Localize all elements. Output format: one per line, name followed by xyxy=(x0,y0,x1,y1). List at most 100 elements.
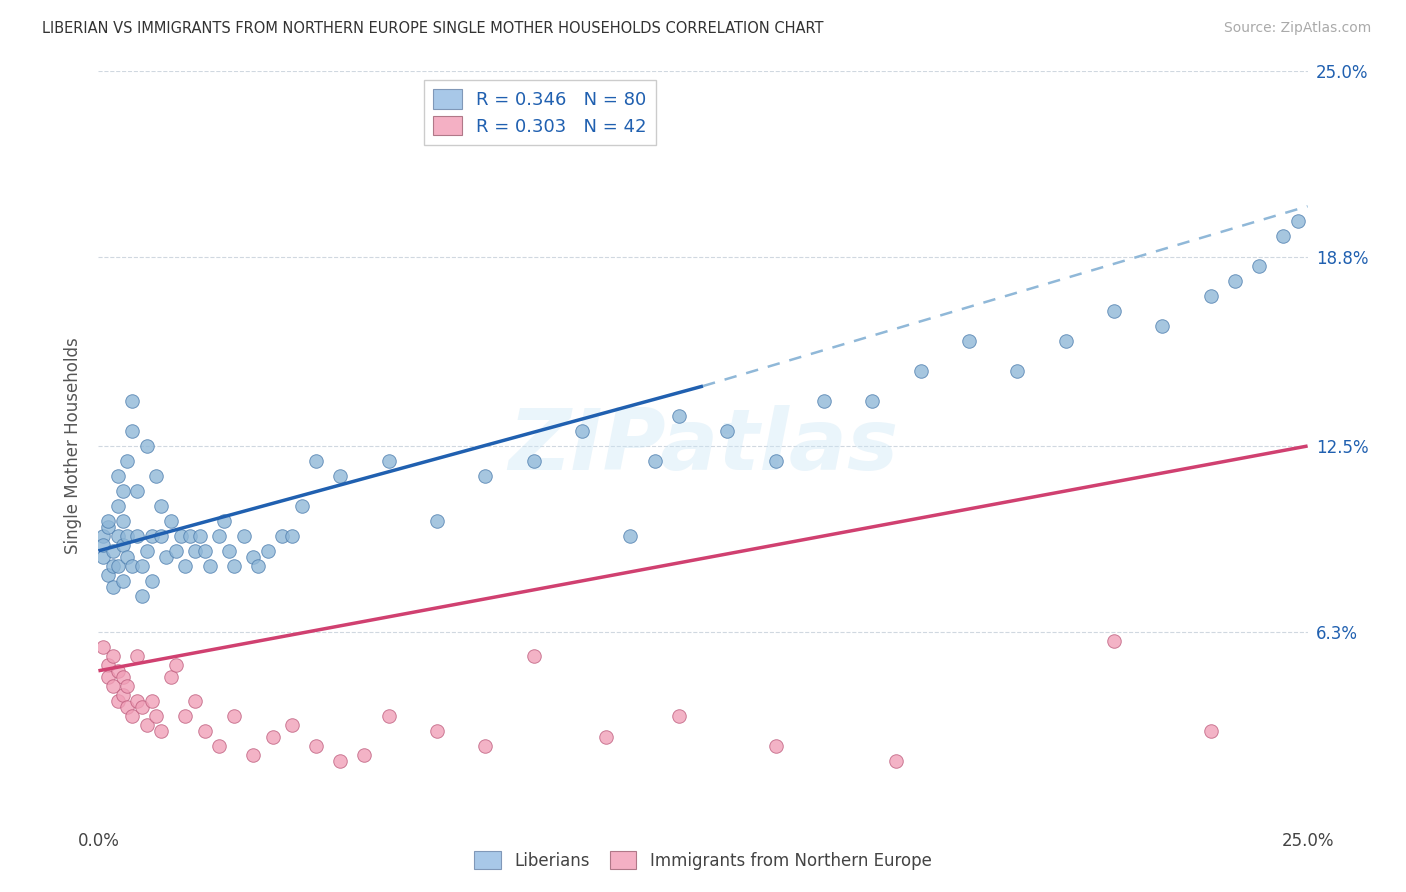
Point xyxy=(212,514,235,528)
Point xyxy=(145,708,167,723)
Point xyxy=(474,469,496,483)
Point xyxy=(426,723,449,738)
Point xyxy=(131,699,153,714)
Point xyxy=(179,529,201,543)
Point xyxy=(353,747,375,762)
Point xyxy=(1102,304,1125,318)
Point xyxy=(101,544,124,558)
Point xyxy=(957,334,980,348)
Legend: R = 0.346   N = 80, R = 0.303   N = 42: R = 0.346 N = 80, R = 0.303 N = 42 xyxy=(423,80,655,145)
Point xyxy=(91,549,114,564)
Point xyxy=(111,688,134,702)
Point xyxy=(571,424,593,438)
Point xyxy=(117,549,139,564)
Point xyxy=(242,747,264,762)
Point xyxy=(329,469,352,483)
Point xyxy=(222,708,245,723)
Point xyxy=(765,454,787,468)
Point xyxy=(107,469,129,483)
Point xyxy=(127,648,149,663)
Text: ZIPatlas: ZIPatlas xyxy=(508,404,898,488)
Point xyxy=(188,529,211,543)
Point xyxy=(644,454,666,468)
Point xyxy=(860,394,883,409)
Point xyxy=(1249,259,1271,273)
Point xyxy=(127,483,149,498)
Point xyxy=(194,544,217,558)
Point xyxy=(97,670,120,684)
Point xyxy=(619,529,641,543)
Point xyxy=(281,529,304,543)
Point xyxy=(97,567,120,582)
Point xyxy=(256,544,278,558)
Point xyxy=(426,514,449,528)
Point xyxy=(523,648,546,663)
Point xyxy=(101,679,124,693)
Point xyxy=(117,529,139,543)
Point xyxy=(141,574,163,588)
Point xyxy=(107,694,129,708)
Point xyxy=(127,694,149,708)
Point xyxy=(155,549,177,564)
Point xyxy=(305,739,328,753)
Point xyxy=(111,514,134,528)
Point xyxy=(150,499,173,513)
Point xyxy=(184,544,207,558)
Point xyxy=(1199,723,1222,738)
Point xyxy=(222,558,245,573)
Point xyxy=(121,558,143,573)
Point xyxy=(1007,364,1029,378)
Point xyxy=(523,454,546,468)
Point xyxy=(101,580,124,594)
Point xyxy=(262,730,284,744)
Point xyxy=(1272,229,1295,244)
Point xyxy=(91,538,114,552)
Point xyxy=(97,520,120,534)
Point xyxy=(1223,274,1246,288)
Point xyxy=(107,664,129,678)
Text: LIBERIAN VS IMMIGRANTS FROM NORTHERN EUROPE SINGLE MOTHER HOUSEHOLDS CORRELATION: LIBERIAN VS IMMIGRANTS FROM NORTHERN EUR… xyxy=(42,21,824,36)
Point xyxy=(121,394,143,409)
Point xyxy=(107,529,129,543)
Point xyxy=(91,640,114,654)
Point xyxy=(97,514,120,528)
Point xyxy=(271,529,294,543)
Point xyxy=(1286,214,1309,228)
Point xyxy=(305,454,328,468)
Point xyxy=(160,670,183,684)
Point xyxy=(1054,334,1077,348)
Point xyxy=(97,657,120,672)
Point xyxy=(131,558,153,573)
Point xyxy=(208,529,231,543)
Point xyxy=(886,754,908,768)
Point xyxy=(101,648,124,663)
Point xyxy=(765,739,787,753)
Point xyxy=(184,694,207,708)
Point xyxy=(198,558,221,573)
Point xyxy=(127,529,149,543)
Legend: Liberians, Immigrants from Northern Europe: Liberians, Immigrants from Northern Euro… xyxy=(468,845,938,877)
Point xyxy=(121,424,143,438)
Point xyxy=(160,514,183,528)
Point xyxy=(242,549,264,564)
Point xyxy=(111,483,134,498)
Y-axis label: Single Mother Households: Single Mother Households xyxy=(65,338,83,554)
Point xyxy=(813,394,835,409)
Point xyxy=(595,730,617,744)
Point xyxy=(281,717,304,731)
Point xyxy=(135,544,157,558)
Point xyxy=(111,670,134,684)
Point xyxy=(290,499,312,513)
Point xyxy=(135,717,157,731)
Point xyxy=(910,364,932,378)
Point xyxy=(174,558,197,573)
Point xyxy=(117,679,139,693)
Point xyxy=(194,723,217,738)
Point xyxy=(174,708,197,723)
Point xyxy=(131,589,153,603)
Point xyxy=(165,657,187,672)
Point xyxy=(232,529,254,543)
Point xyxy=(474,739,496,753)
Point xyxy=(150,723,173,738)
Point xyxy=(668,708,690,723)
